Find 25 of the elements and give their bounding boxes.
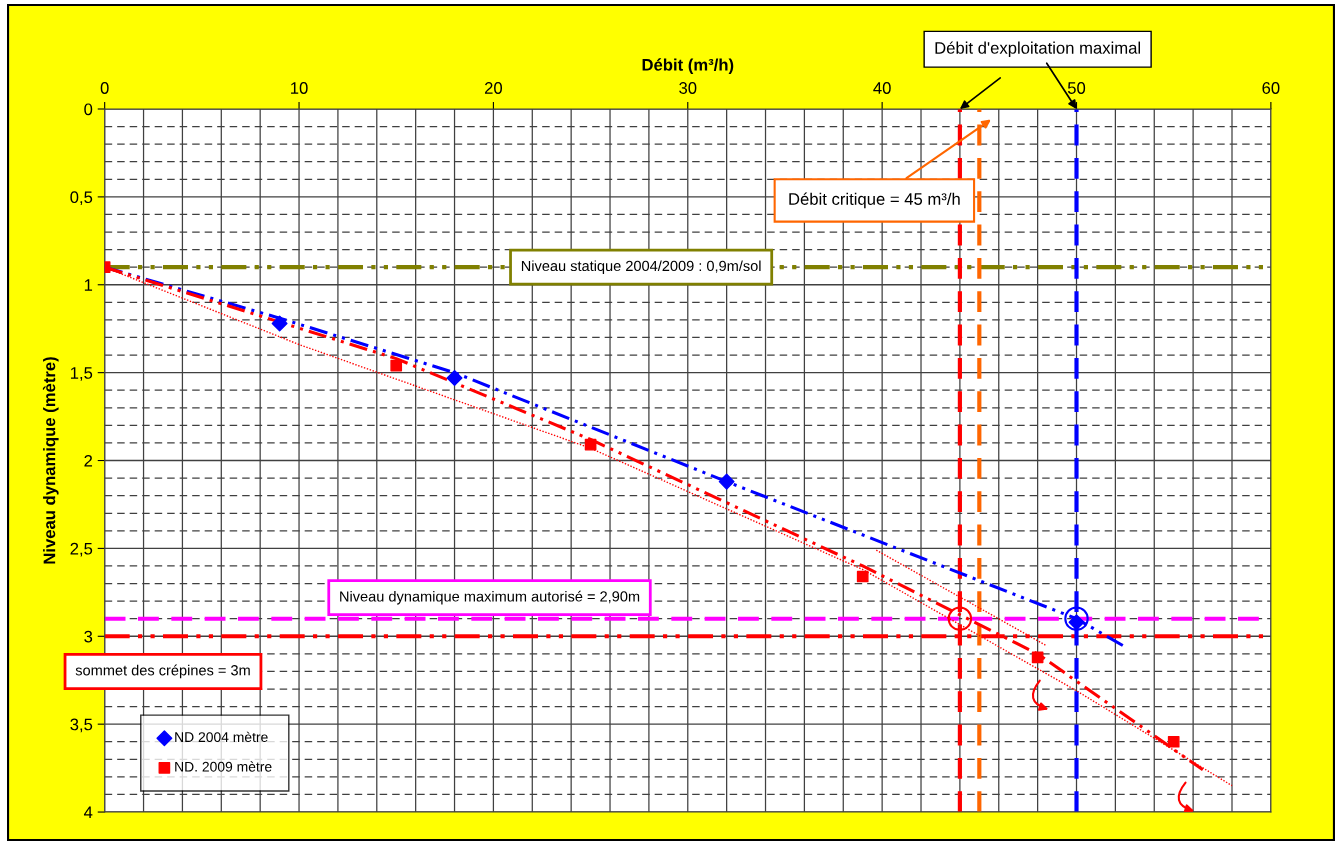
legend-label: ND. 2009 mètre [175,761,272,772]
y-tick-label: 0 [84,103,93,116]
ref-line-label: Niveau dynamique maximum autorisé = 2,90m [340,590,640,605]
ref-line-label: Débit critique = 45 m³/h [789,192,960,209]
x-axis-title: Débit (m³/h) [642,58,734,75]
y-tick-label: 3,5 [70,718,93,733]
text: Débit d'exploitation maximal [935,41,1141,58]
y-tick-label: 1 [84,279,93,291]
y-tick-label: 1,5 [70,367,93,381]
x-tick-label: 40 [873,82,891,94]
x-tick-label: 20 [484,82,503,94]
y-tick-label: 2 [84,454,93,467]
y-tick-label: 3 [84,630,93,643]
y-tick-label: 2,5 [70,542,93,557]
ref-line-label: Niveau statique 2004/2009 : 0,9m/sol [521,260,761,274]
x-tick-label: 60 [1262,82,1280,94]
x-tick-label: 0 [100,82,109,94]
x-tick-label: 10 [291,82,308,94]
x-tick-label: 50 [1067,82,1086,94]
legend-label: ND 2004 mètre [175,731,268,743]
y-tick-label: 4 [83,806,93,819]
y-tick-label: 0,5 [70,191,93,206]
ref-line-label: sommet des crépines = 3m [75,664,250,679]
y-axis-title: Niveau dynamique (mètre) [42,357,59,564]
x-tick-label: 30 [679,82,697,94]
